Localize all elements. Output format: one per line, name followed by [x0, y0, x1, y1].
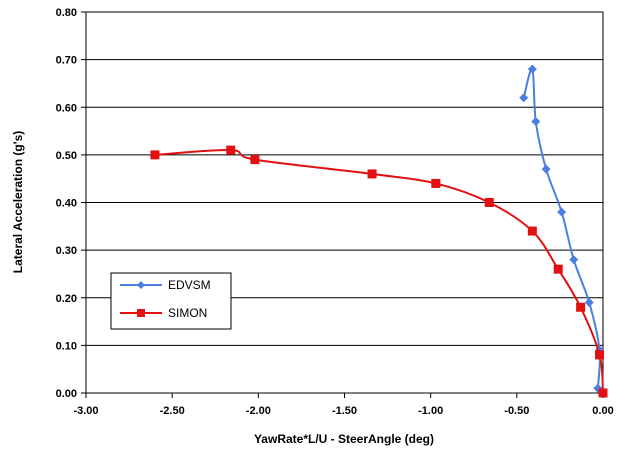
- x-axis-title: YawRate*L/U - SteerAngle (deg): [254, 432, 434, 446]
- data-point-simon: [527, 226, 537, 236]
- legend-box: [110, 272, 232, 330]
- x-tick-label: -2.50: [160, 405, 185, 417]
- data-point-simon: [431, 178, 441, 188]
- data-point-edvsm: [584, 298, 594, 308]
- x-tick-label: 0.00: [592, 405, 613, 417]
- legend-label-edvsm: EDVSM: [168, 278, 211, 292]
- data-point-simon: [250, 155, 260, 165]
- legend-marker-edvsm: [137, 281, 145, 289]
- x-axis: -3.00 -2.50 -2.00 -1.50 -1.00 -0.50 0.00: [73, 393, 614, 417]
- data-point-edvsm: [519, 93, 529, 103]
- series-line-simon: [154, 149, 604, 394]
- x-tick-label: -3.00: [73, 405, 98, 417]
- x-tick-label: -1.50: [332, 405, 357, 417]
- y-tick-label: 0.30: [56, 245, 77, 257]
- data-point-edvsm: [541, 164, 551, 174]
- y-tick-label: 0.70: [56, 55, 77, 67]
- data-point-simon: [595, 350, 605, 360]
- x-tick-label: -0.50: [504, 405, 529, 417]
- data-point-edvsm: [569, 255, 579, 265]
- data-point-simon: [553, 264, 563, 274]
- y-tick-label: 0.40: [56, 198, 77, 210]
- data-point-edvsm: [527, 64, 537, 74]
- y-tick-label: 0.10: [56, 340, 77, 352]
- legend: EDVSM SIMON: [110, 272, 232, 330]
- legend-label-simon: SIMON: [168, 306, 207, 320]
- data-point-simon: [598, 388, 608, 398]
- x-tick-label: -2.00: [246, 405, 271, 417]
- y-axis-title: Lateral Acceleration (g's): [11, 131, 25, 273]
- y-tick-label: 0.60: [56, 102, 77, 114]
- legend-marker-simon: [137, 309, 145, 317]
- data-point-simon: [367, 169, 377, 179]
- y-tick-label: 0.00: [56, 388, 77, 400]
- data-point-simon: [226, 145, 236, 155]
- data-point-simon: [484, 198, 494, 207]
- data-point-simon: [576, 302, 586, 312]
- data-point-simon: [150, 150, 160, 160]
- y-axis: 0.00 0.10 0.20 0.30 0.40 0.50 0.60 0.70 0.80: [56, 7, 86, 400]
- y-tick-label: 0.20: [56, 293, 77, 305]
- y-tick-label: 0.50: [56, 150, 77, 162]
- y-tick-label: 0.80: [56, 7, 77, 19]
- data-point-edvsm: [557, 207, 567, 217]
- series-simon: [150, 145, 608, 398]
- x-tick-label: -1.00: [418, 405, 443, 417]
- data-point-edvsm: [531, 117, 541, 127]
- series-layer: [150, 64, 608, 398]
